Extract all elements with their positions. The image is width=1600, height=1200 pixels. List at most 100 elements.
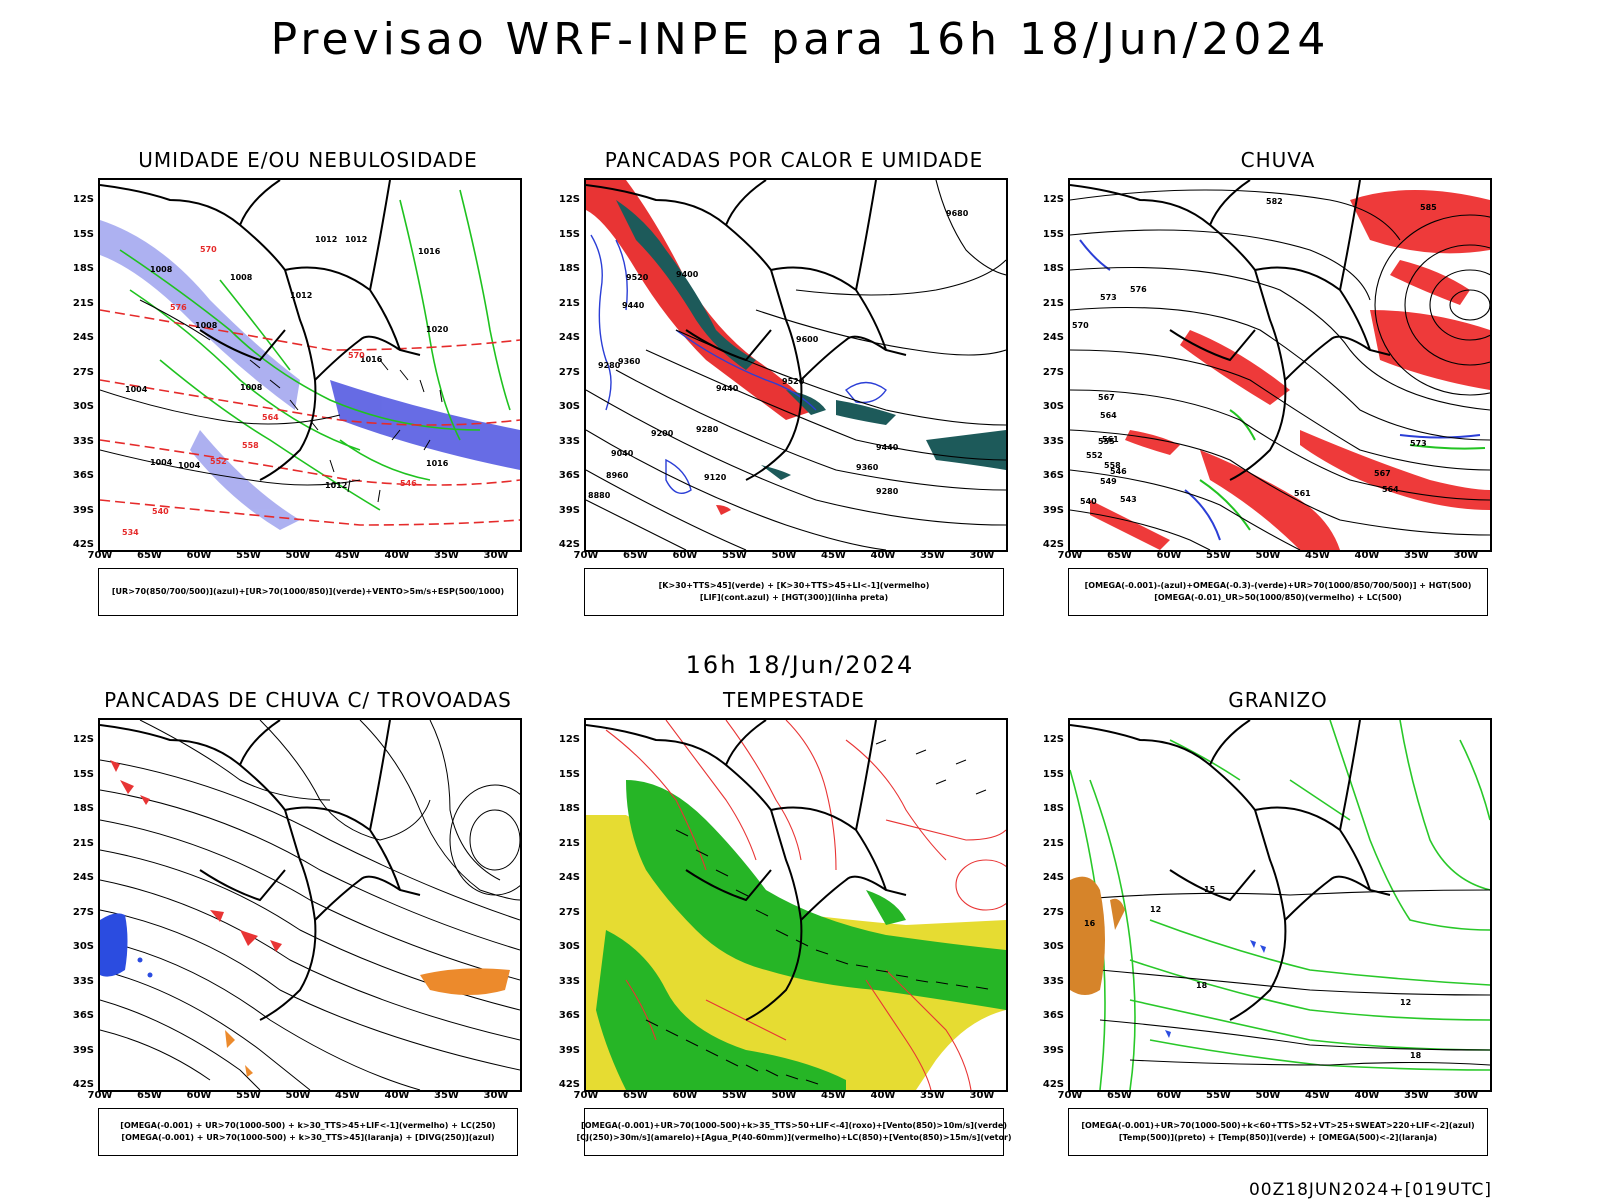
- lat-tick-label: 30S: [1042, 941, 1064, 952]
- lat-tick-label: 39S: [1042, 504, 1064, 516]
- lon-tick-label: 70W: [1057, 1090, 1083, 1101]
- lat-tick-label: 42S: [1042, 539, 1064, 550]
- lon-tick-label: 65W: [1107, 550, 1132, 561]
- lat-tick-label: 15S: [72, 228, 94, 240]
- contour-label: 1008: [240, 383, 263, 392]
- lat-tick-label: 33S: [72, 435, 94, 447]
- lat-tick-label: 36S: [1042, 1010, 1064, 1021]
- map-area: 12 15 18 12 16 18: [1068, 718, 1492, 1092]
- contour-label: 558: [242, 441, 259, 450]
- lat-tick-label: 30S: [1042, 401, 1064, 412]
- lon-tick-label: 70W: [573, 1090, 599, 1101]
- lon-tick-label: 70W: [1057, 550, 1083, 561]
- lat-tick-label: 27S: [558, 366, 580, 378]
- legend-line: [UR>70(850/700/500)](azul)+[UR>70(1000/8…: [111, 587, 505, 596]
- contour-label: 552: [1086, 451, 1103, 460]
- panel-legend: [OMEGA(-0.001)-(azul)+OMEGA(-0.3)-(verde…: [1068, 568, 1488, 616]
- contour-label: 9400: [676, 270, 699, 279]
- lon-tick-label: 60W: [1156, 550, 1182, 561]
- lon-tick-label: 60W: [186, 550, 212, 561]
- contour-label: 1012: [325, 481, 347, 490]
- lat-tick-label: 42S: [558, 539, 580, 550]
- lat-tick-label: 33S: [558, 975, 580, 987]
- lat-tick-label: 42S: [1042, 1079, 1064, 1090]
- lon-tick-label: 50W: [285, 1090, 311, 1101]
- contour-label: 15: [1204, 885, 1216, 894]
- map-area: [98, 718, 522, 1092]
- contour-label: 546: [400, 479, 417, 488]
- lon-tick-label: 55W: [236, 1090, 261, 1101]
- contour-label: 555: [1098, 437, 1115, 446]
- contour-label: 1008: [230, 273, 253, 282]
- lat-tick-label: 36S: [558, 470, 580, 481]
- legend-line: [OMEGA(-0.001)+UR>70(1000-500)+k<60+TTS>…: [1081, 1121, 1475, 1130]
- panel-legend: [UR>70(850/700/500)](azul)+[UR>70(1000/8…: [98, 568, 518, 616]
- map-svg: 1012 1012 1008 1008 1012 1016 1020 1016 …: [100, 180, 520, 537]
- contour-label: 1016: [418, 247, 441, 256]
- omega-orange-patches: [1070, 876, 1125, 995]
- contour-label: 9440: [876, 443, 899, 452]
- contour-label: 573: [1100, 293, 1117, 302]
- contour-label: 546: [1110, 467, 1127, 476]
- legend-line: [LIF](cont.azul) + [HGT(300)](linha pret…: [699, 593, 889, 602]
- lat-tick-label: 24S: [1042, 872, 1064, 883]
- lat-tick-label: 27S: [1042, 366, 1064, 378]
- temp850-green-contours: [1070, 720, 1490, 1090]
- lon-tick-label: 50W: [1255, 550, 1281, 561]
- lat-tick-label: 18S: [72, 803, 94, 814]
- lon-tick-label: 35W: [434, 550, 459, 561]
- panel-legend: [K>30+TTS>45](verde) + [K>30+TTS>45+LI<-…: [584, 568, 1004, 616]
- hgt500-black-contours: [1070, 189, 1490, 550]
- contour-label: 567: [1374, 469, 1391, 478]
- lon-tick-label: 30W: [483, 1090, 509, 1101]
- lat-tick-label: 15S: [72, 768, 94, 780]
- lat-tick-label: 15S: [1042, 228, 1064, 240]
- lon-tick-label: 30W: [969, 550, 995, 561]
- lon-tick-label: 70W: [573, 550, 599, 561]
- contour-label: 543: [1120, 495, 1137, 504]
- water-red-contours: [605, 720, 1006, 1090]
- contour-label: 1012: [345, 235, 367, 244]
- legend-line: [CJ(250)>30m/s](amarelo)+[Agua_P(40-60mm…: [576, 1133, 1012, 1142]
- lat-tick-label: 21S: [558, 837, 580, 849]
- legend-line: [OMEGA(-0.001) + UR>70(1000-500) + k>30_…: [121, 1133, 495, 1142]
- panel-title: CHUVA: [1240, 148, 1316, 172]
- contour-label: 9680: [946, 209, 969, 218]
- rain-red-patches: [1090, 190, 1490, 550]
- lon-tick-label: 70W: [87, 1090, 113, 1101]
- contour-label: 540: [152, 507, 169, 516]
- lat-tick-label: 39S: [72, 1044, 94, 1056]
- lat-tick-label: 39S: [1042, 1044, 1064, 1056]
- contour-label: 1008: [195, 321, 218, 330]
- contour-label: 9040: [611, 449, 634, 458]
- lon-tick-label: 40W: [870, 550, 896, 561]
- lon-tick-label: 45W: [1305, 550, 1330, 561]
- contour-label: 564: [1100, 411, 1117, 420]
- lon-tick-label: 45W: [821, 1090, 846, 1101]
- wind-arrows: [249, 359, 443, 503]
- lon-tick-label: 35W: [1404, 550, 1429, 561]
- lat-tick-label: 36S: [1042, 470, 1064, 481]
- legend-line: [K>30+TTS>45](verde) + [K>30+TTS>45+LI<-…: [658, 581, 930, 590]
- contour-label: 558: [1104, 461, 1121, 470]
- panel-title: UMIDADE E/OU NEBULOSIDADE: [138, 148, 478, 172]
- map-svg: 9680 9520 9440 9400 9360 9280 9200 9040 …: [586, 180, 1006, 550]
- lon-tick-label: 45W: [1305, 1090, 1330, 1101]
- lon-tick-label: 45W: [335, 550, 360, 561]
- contour-label: 1016: [426, 459, 449, 468]
- lon-tick-label: 35W: [920, 1090, 945, 1101]
- lat-tick-label: 24S: [1042, 332, 1064, 343]
- lat-tick-label: 39S: [72, 504, 94, 516]
- lat-tick-label: 42S: [72, 1079, 94, 1090]
- country-borders: [586, 720, 907, 1021]
- lat-tick-label: 21S: [72, 837, 94, 849]
- lon-tick-label: 40W: [1354, 550, 1380, 561]
- lat-tick-label: 12S: [1042, 734, 1064, 745]
- country-borders: [586, 180, 907, 481]
- lon-tick-label: 40W: [1354, 1090, 1380, 1101]
- lon-tick-label: 50W: [771, 550, 797, 561]
- lon-tick-label: 65W: [137, 1090, 162, 1101]
- contour-label: 1012: [290, 291, 312, 300]
- lat-tick-label: 30S: [558, 401, 580, 412]
- contour-value-labels: 12 15 18 12 16 18: [1084, 885, 1422, 1060]
